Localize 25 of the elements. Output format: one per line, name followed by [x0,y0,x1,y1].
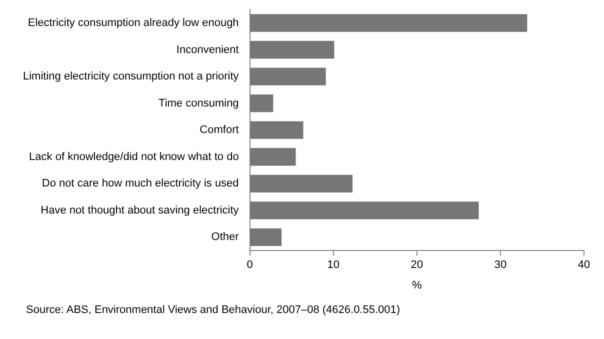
bar [250,174,353,192]
bar [250,40,334,59]
bar [250,121,304,139]
y-tick-label: Comfort [200,124,239,136]
bar [250,68,326,86]
y-tick-label: Time consuming [158,97,239,110]
x-axis-title: % [412,279,422,292]
y-tick-label: Lack of knowledge/did not know what to do [29,150,239,163]
x-tick-label: 20 [410,259,424,272]
y-tick-label: Do not care how much electricity is used [42,178,239,190]
x-tick-label: 0 [246,259,253,272]
source-note: Source: ABS, Environmental Views and Behaviour, 2007–08 (4626.0.55.001) [26,304,400,316]
y-tick-label: Limiting electricity consumption not a priority [23,70,240,83]
bar [250,14,528,32]
bar [250,228,282,246]
bar [250,94,274,112]
y-tick-label: Other [211,231,240,244]
x-tick-label: 10 [327,259,340,272]
bar [250,148,296,166]
bar [250,202,479,220]
y-tick-label: Inconvenient [176,44,239,56]
y-tick-label: Have not thought about saving electricity [40,204,240,216]
y-tick-label: Electricity consumption already low enough [28,17,239,30]
x-tick-label: 30 [494,259,507,272]
x-tick-label: 40 [578,259,590,272]
